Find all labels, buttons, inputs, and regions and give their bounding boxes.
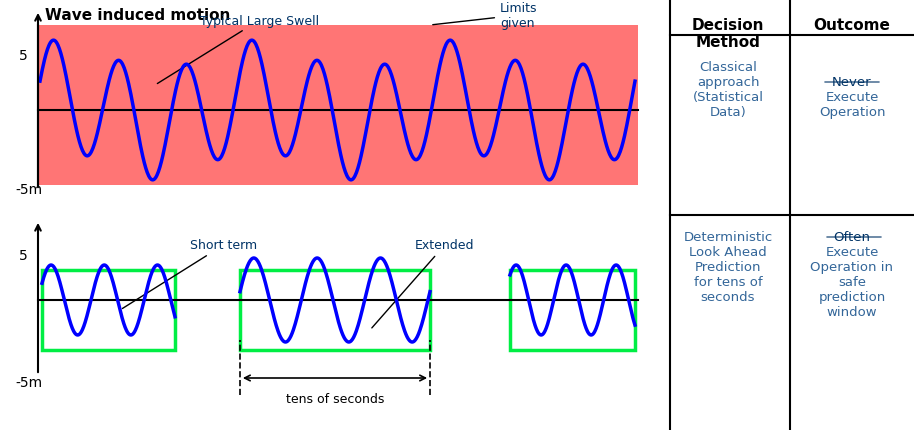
- Text: Execute
Operation: Execute Operation: [819, 91, 886, 119]
- Text: 5: 5: [19, 49, 28, 63]
- Text: Decision
Method: Decision Method: [692, 18, 764, 50]
- Text: Classical
approach
(Statistical
Data): Classical approach (Statistical Data): [693, 61, 763, 119]
- Text: Limits
given: Limits given: [432, 2, 537, 30]
- Text: 5: 5: [19, 249, 28, 262]
- FancyBboxPatch shape: [42, 270, 175, 350]
- FancyBboxPatch shape: [510, 270, 635, 350]
- Text: Short term: Short term: [122, 239, 257, 309]
- Text: Never: Never: [832, 76, 872, 89]
- FancyBboxPatch shape: [38, 26, 638, 186]
- Text: Deterministic
Look Ahead
Prediction
for tens of
seconds: Deterministic Look Ahead Prediction for …: [684, 230, 772, 303]
- Text: Often: Often: [834, 230, 870, 243]
- Text: Extended: Extended: [372, 239, 474, 328]
- Text: Execute
Operation in
safe
prediction
window: Execute Operation in safe prediction win…: [811, 246, 894, 318]
- Text: -5m: -5m: [15, 183, 42, 197]
- Text: Outcome: Outcome: [813, 18, 890, 33]
- Text: tens of seconds: tens of seconds: [286, 392, 384, 405]
- Text: Wave induced motion: Wave induced motion: [45, 8, 230, 23]
- Text: -5m: -5m: [15, 375, 42, 389]
- Text: Typical Large Swell: Typical Large Swell: [157, 15, 319, 84]
- FancyBboxPatch shape: [240, 270, 430, 350]
